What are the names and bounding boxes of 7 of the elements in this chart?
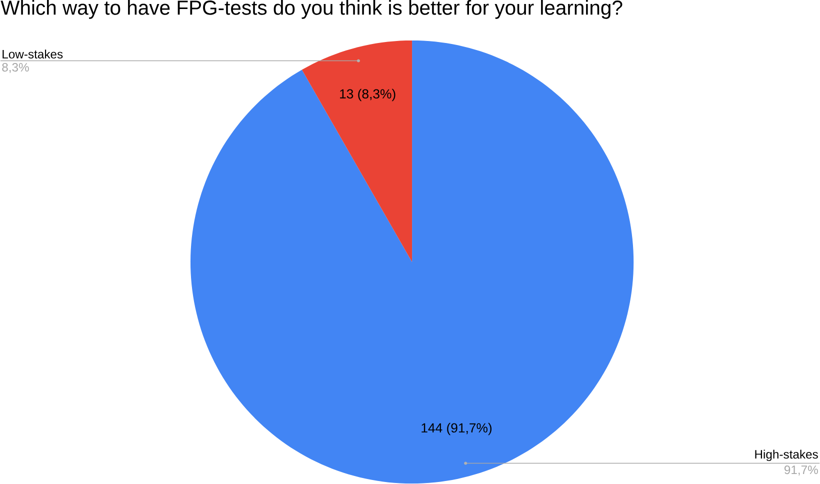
chart-title: Which way to have FPG-tests do you think is better for your learning?	[0, 0, 622, 20]
slice-label: High-stakes	[755, 450, 818, 462]
data-label: 13 (8,3%)	[340, 89, 396, 102]
data-label: 144 (91,7%)	[422, 423, 492, 436]
slice-label: Low-stakes	[2, 50, 63, 59]
text: 91,7%	[784, 466, 818, 476]
text: 8,3%	[2, 63, 29, 74]
